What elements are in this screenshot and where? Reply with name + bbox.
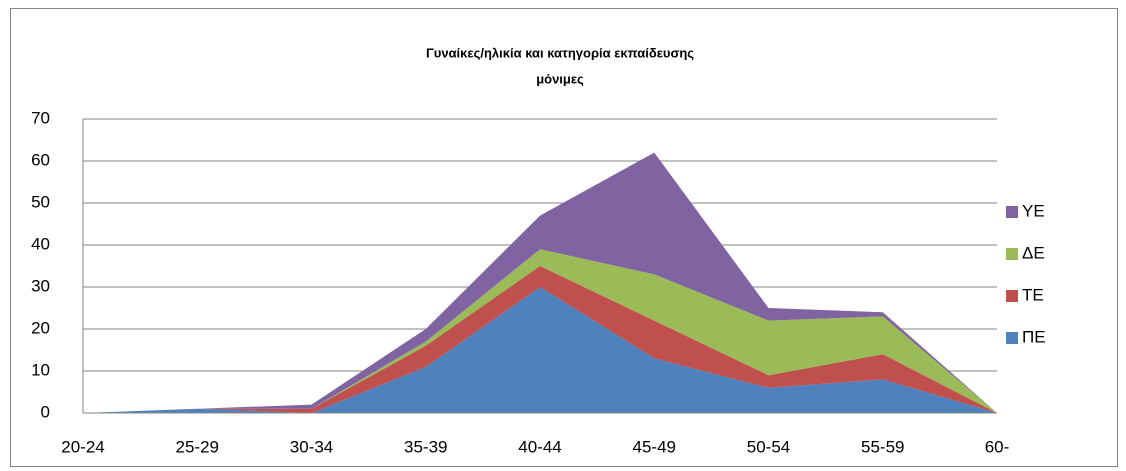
area [83, 266, 997, 413]
area [83, 287, 997, 413]
x-tick-label: 50-54 [747, 437, 790, 456]
x-tick-label: 25-29 [176, 437, 219, 456]
y-tick-label: 0 [41, 402, 50, 421]
y-tick-label: 60 [31, 150, 50, 169]
legend-swatch [1006, 248, 1018, 260]
y-tick-label: 10 [31, 360, 50, 379]
legend-swatch [1006, 332, 1018, 344]
x-tick-label: 60- [985, 437, 1010, 456]
x-tick-label: 35-39 [404, 437, 447, 456]
x-tick-label: 55-59 [861, 437, 904, 456]
y-tick-label: 50 [31, 192, 50, 211]
area [83, 249, 997, 413]
legend-label: ΥΕ [1022, 201, 1045, 220]
y-tick-label: 30 [31, 276, 50, 295]
x-tick-label: 20-24 [61, 437, 104, 456]
legend-label: ΠΕ [1022, 327, 1046, 346]
legend-label: ΔΕ [1022, 243, 1045, 262]
y-tick-label: 70 [31, 108, 50, 127]
x-tick-label: 40-44 [518, 437, 561, 456]
legend-swatch [1006, 290, 1018, 302]
chart-title: Γυναίκες/ηλικία και κατηγορία εκπαίδευση… [426, 45, 694, 60]
x-tick-label: 30-34 [290, 437, 333, 456]
legend-label: ΤΕ [1022, 285, 1044, 304]
legend-swatch [1006, 206, 1018, 218]
y-tick-label: 20 [31, 318, 50, 337]
chart-subtitle: μόνιμες [536, 71, 584, 86]
x-tick-label: 45-49 [633, 437, 676, 456]
y-tick-label: 40 [31, 234, 50, 253]
